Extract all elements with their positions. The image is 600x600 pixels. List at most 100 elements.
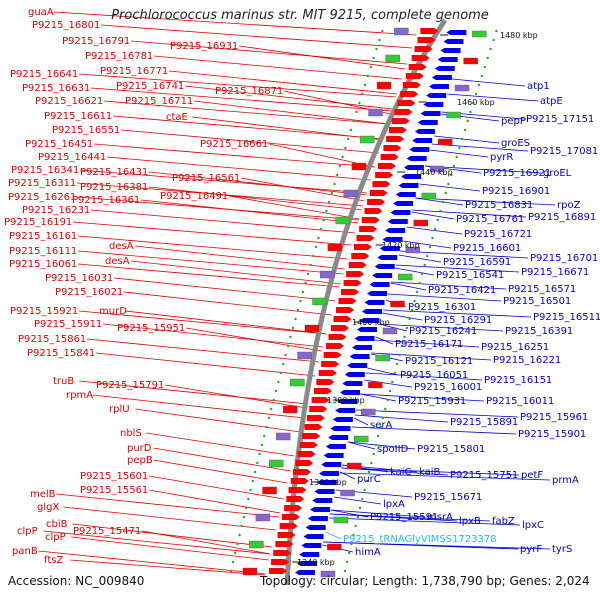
gene-label[interactable]: purD — [127, 443, 152, 454]
gene-label[interactable]: lpxB — [459, 516, 481, 527]
gene-label[interactable]: P9215_16251 — [481, 342, 549, 353]
gene-label[interactable]: P9215_16791 — [62, 36, 130, 47]
gene-label[interactable]: prmA — [552, 475, 579, 486]
gene-label[interactable]: desA — [109, 241, 134, 252]
gene-label[interactable]: spoIID — [377, 444, 409, 455]
gene-label[interactable]: serA — [370, 420, 392, 431]
gene-label[interactable]: melB — [30, 489, 56, 500]
gene-label[interactable]: P9215_16231 — [22, 205, 90, 216]
gene-label[interactable]: murD — [99, 306, 127, 317]
gene-label[interactable]: P9215_15911 — [34, 319, 102, 330]
gene-label[interactable]: P9215_16031 — [45, 273, 113, 284]
gene-label[interactable]: P9215_16741 — [116, 81, 184, 92]
gene-label[interactable]: desA — [105, 256, 130, 267]
gene-label[interactable]: clpP — [45, 532, 66, 543]
gene-label[interactable]: P9215_15671 — [414, 492, 482, 503]
gene-label[interactable]: P9215_15931 — [398, 396, 466, 407]
gene-label[interactable]: P9215_16441 — [38, 152, 106, 163]
gene-label[interactable]: P9215_17081 — [530, 146, 598, 157]
gene-label[interactable]: P9215_16511 — [533, 312, 600, 323]
gene-label[interactable]: glgX — [37, 502, 59, 513]
gene-label[interactable]: P9215_16011 — [486, 396, 554, 407]
gene-label[interactable]: P9215_16641 — [10, 69, 78, 80]
gene-label[interactable]: P9215_16001 — [414, 382, 482, 393]
gene-label[interactable]: atp1 — [527, 81, 550, 92]
gene-label[interactable]: ftsZ — [44, 555, 63, 566]
gene-label[interactable]: P9215_16761 — [456, 214, 524, 225]
gene-label[interactable]: rpmA — [66, 390, 93, 401]
gene-label[interactable]: panB — [12, 546, 38, 557]
gene-label[interactable]: P9215_16891 — [528, 212, 596, 223]
gene-label[interactable]: P9215_16541 — [436, 270, 504, 281]
gene-label[interactable]: P9215_16171 — [395, 339, 463, 350]
gene-label[interactable]: P9215_16061 — [9, 259, 77, 270]
gene-label[interactable]: P9215_16451 — [25, 139, 93, 150]
gene-label[interactable]: P9215_15921 — [10, 306, 78, 317]
gene-label[interactable]: rplU — [109, 404, 130, 415]
gene-label[interactable]: P9215_15791 — [96, 380, 164, 391]
gene-label[interactable]: P9215_16871 — [215, 86, 283, 97]
gene-label[interactable]: P9215_16431 — [80, 167, 148, 178]
gene-label[interactable]: P9215_16421 — [428, 285, 496, 296]
gene-label[interactable]: P9215_15801 — [417, 444, 485, 455]
gene-label[interactable]: nblS — [120, 428, 142, 439]
gene-label[interactable]: P9215_16301 — [408, 302, 476, 313]
gene-label[interactable]: P9215_16221 — [493, 355, 561, 366]
gene-label[interactable]: ctaE — [166, 112, 188, 123]
gene-label[interactable]: P9215_16571 — [508, 284, 576, 295]
gene-label[interactable]: groEL — [543, 168, 572, 179]
gene-label[interactable]: lpxC — [522, 520, 544, 531]
gene-label[interactable]: P9215_16561 — [172, 173, 240, 184]
gene-label[interactable]: P9215_16721 — [464, 229, 532, 240]
gene-label[interactable]: P9215_17151 — [526, 114, 594, 125]
gene-label[interactable]: P9215_16381 — [80, 182, 148, 193]
gene-label[interactable]: P9215_16361 — [72, 195, 140, 206]
gene-label[interactable]: P9215_16711 — [125, 96, 193, 107]
gene-label[interactable]: pepP — [501, 116, 526, 127]
gene-label[interactable]: atpE — [540, 96, 563, 107]
gene-label[interactable]: P9215_16021 — [55, 287, 123, 298]
gene-label[interactable]: P9215_16241 — [409, 326, 477, 337]
gene-label[interactable]: P9215_15591 — [370, 512, 438, 523]
gene-label[interactable]: P9215_16931 — [170, 41, 238, 52]
gene-label[interactable]: P9215_16801 — [32, 20, 100, 31]
gene-label[interactable]: P9215_16831 — [465, 200, 533, 211]
gene-label[interactable]: P9215_16161 — [9, 231, 77, 242]
gene-label[interactable]: P9215_16601 — [453, 243, 521, 254]
gene-label[interactable]: P9215_15951 — [117, 323, 185, 334]
gene-label[interactable]: P9215_15561 — [80, 485, 148, 496]
gene-label[interactable]: fabZ — [492, 516, 515, 527]
gene-label[interactable]: P9215_15751 — [450, 470, 518, 481]
gene-label[interactable]: truB — [53, 376, 74, 387]
gene-label[interactable]: pyrF — [520, 544, 542, 555]
gene-label[interactable]: P9215_15891 — [450, 417, 518, 428]
gene-label[interactable]: P9215_16661 — [200, 139, 268, 150]
gene-label[interactable]: P9215_15471 — [73, 526, 141, 537]
gene-label[interactable]: clpP — [17, 526, 38, 537]
gene-label[interactable]: P9215_15841 — [27, 348, 95, 359]
gene-label[interactable]: cbiB — [46, 519, 68, 530]
gene-label[interactable]: P9215_16621 — [35, 96, 103, 107]
gene-label[interactable]: P9215_16111 — [9, 246, 77, 257]
gene-label[interactable]: P9215_16591 — [443, 257, 511, 268]
gene-label[interactable]: petF — [521, 470, 543, 481]
gene-label[interactable]: msrA — [427, 512, 453, 523]
gene-label[interactable]: P9215_16611 — [44, 111, 112, 122]
gene-label[interactable]: guaA — [28, 7, 54, 18]
gene-label[interactable]: P9215_tRNAGlyVIMSS1723378 — [343, 534, 497, 545]
gene-label[interactable]: P9215_16631 — [22, 83, 90, 94]
gene-label[interactable]: kaiC — [390, 467, 412, 478]
gene-label[interactable]: P9215_16151 — [484, 375, 552, 386]
gene-label[interactable]: P9215_16121 — [405, 356, 473, 367]
gene-label[interactable]: P9215_16921 — [483, 168, 551, 179]
gene-label[interactable]: P9215_16341 — [11, 165, 79, 176]
gene-label[interactable]: lpxA — [383, 499, 405, 510]
gene-label[interactable]: P9215_16671 — [521, 267, 589, 278]
gene-label[interactable]: P9215_16291 — [424, 315, 492, 326]
gene-label[interactable]: tyrS — [552, 544, 572, 555]
gene-label[interactable]: P9215_15861 — [18, 334, 86, 345]
gene-label[interactable]: pyrR — [490, 152, 513, 163]
gene-label[interactable]: P9215_16701 — [530, 253, 598, 264]
gene-label[interactable]: P9215_16261 — [8, 192, 76, 203]
gene-label[interactable]: P9215_16391 — [505, 326, 573, 337]
